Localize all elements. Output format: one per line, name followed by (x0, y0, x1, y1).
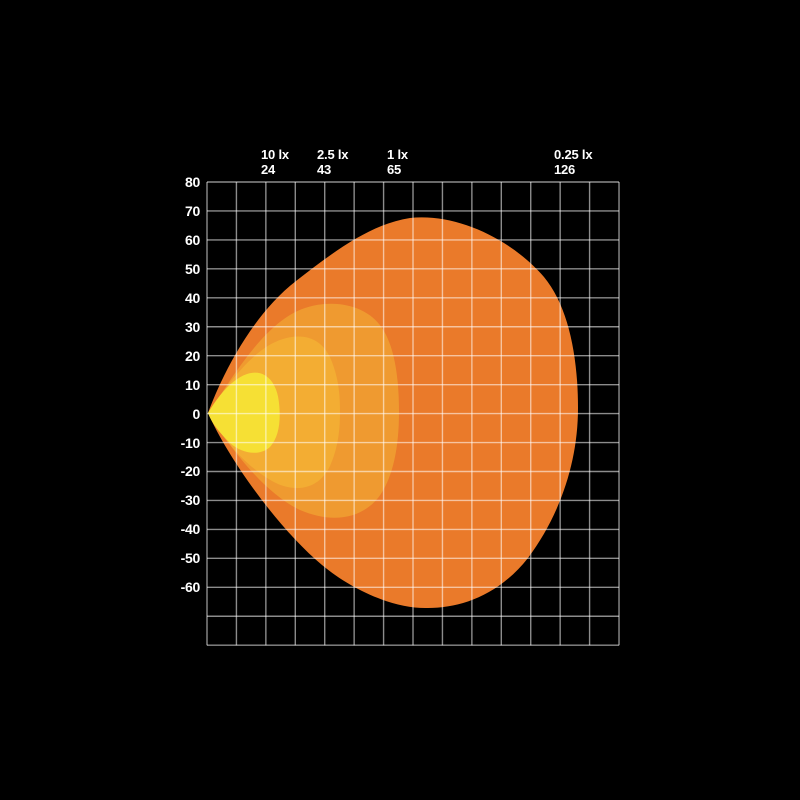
y-tick-label: 40 (185, 290, 200, 306)
lux-label-group: 2.5 lx 43 (317, 147, 349, 177)
y-tick-label: -10 (180, 435, 201, 451)
lux-value-label: 2.5 lx (317, 147, 349, 162)
lux-value-label: 1 lx (387, 147, 408, 162)
lux-label-group: 1 lx 65 (387, 147, 408, 177)
y-tick-label: -30 (180, 492, 201, 508)
y-tick-label: 70 (185, 203, 200, 219)
y-tick-label: 10 (185, 377, 200, 393)
y-tick-label: 50 (185, 261, 200, 277)
distance-value-label: 43 (317, 162, 332, 177)
distance-value-label: 126 (554, 162, 576, 177)
distance-value-label: 65 (387, 162, 402, 177)
y-tick-label: -20 (180, 463, 201, 479)
lux-value-label: 10 lx (261, 147, 289, 162)
y-tick-label: 0 (192, 406, 201, 422)
grid-lines (206, 181, 620, 646)
y-tick-label: -60 (180, 579, 201, 595)
y-tick-label: 30 (185, 319, 200, 335)
zone-blob-10lx (208, 372, 280, 453)
y-tick-label: -50 (180, 550, 201, 566)
y-tick-label: 20 (185, 348, 200, 364)
beam-zones (208, 217, 578, 609)
lux-label-group: 0.25 lx 126 (554, 147, 593, 177)
lux-value-label: 0.25 lx (554, 147, 593, 162)
y-tick-label: 60 (185, 232, 200, 248)
y-tick-label: -40 (180, 521, 201, 537)
lux-label-group: 10 lx 24 (261, 147, 289, 177)
y-tick-label: 80 (185, 174, 200, 190)
distance-value-label: 24 (261, 162, 276, 177)
